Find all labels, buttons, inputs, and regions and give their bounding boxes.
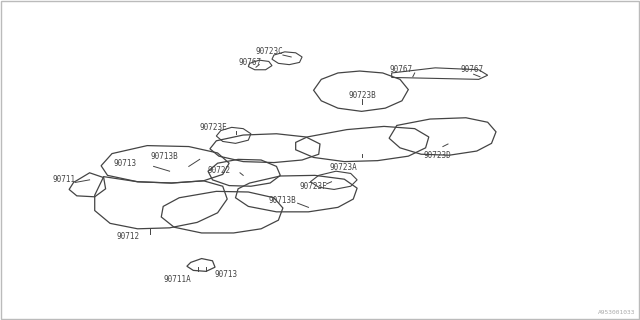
Text: A953001033: A953001033 (598, 310, 635, 315)
Text: 90723A: 90723A (330, 163, 357, 172)
Text: 90767: 90767 (238, 58, 261, 67)
Text: 90723F: 90723F (300, 182, 327, 191)
Text: 90711A: 90711A (163, 276, 191, 284)
Text: 90713B: 90713B (269, 196, 296, 205)
Text: 90723C: 90723C (256, 47, 284, 56)
Text: 90723D: 90723D (424, 151, 451, 160)
Text: 90723B: 90723B (349, 91, 376, 100)
Text: 90713: 90713 (114, 159, 137, 168)
Text: 90712: 90712 (116, 232, 140, 241)
Text: 90723E: 90723E (200, 123, 227, 132)
Text: 90713: 90713 (214, 270, 237, 279)
Text: 90713B: 90713B (150, 152, 178, 161)
Text: 90767: 90767 (461, 65, 484, 74)
Text: 90767: 90767 (389, 65, 412, 74)
Text: 90711: 90711 (52, 175, 76, 184)
Text: 90722: 90722 (208, 166, 231, 175)
